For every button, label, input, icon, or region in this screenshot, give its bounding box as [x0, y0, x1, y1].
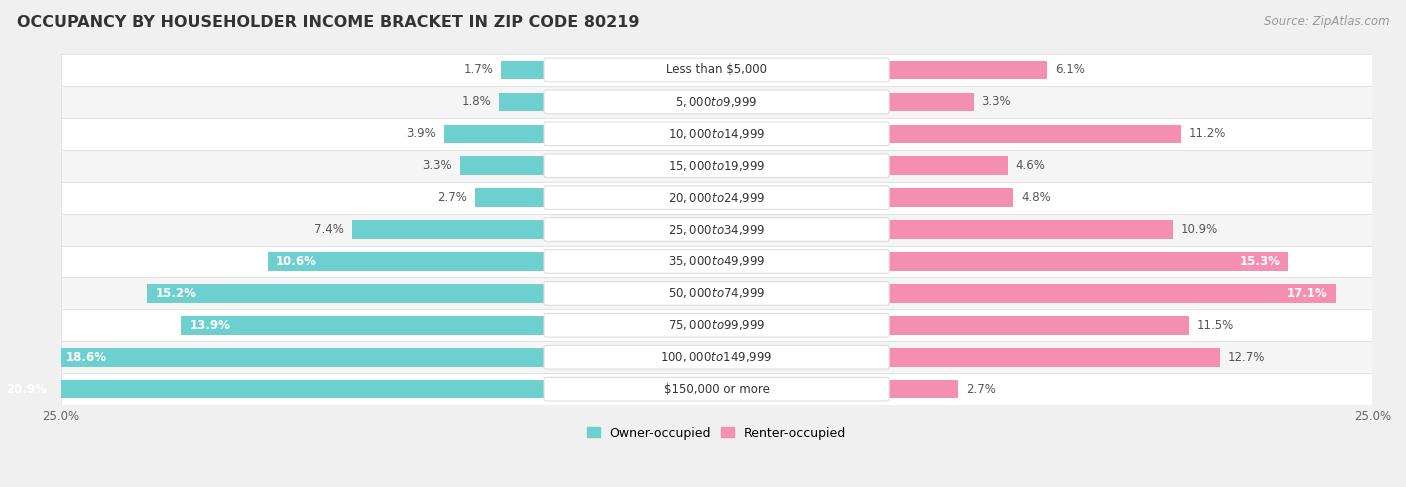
- Text: $75,000 to $99,999: $75,000 to $99,999: [668, 318, 765, 332]
- FancyBboxPatch shape: [60, 54, 1372, 86]
- Text: 15.2%: 15.2%: [155, 287, 195, 300]
- Bar: [181, 316, 546, 335]
- Text: Less than $5,000: Less than $5,000: [666, 63, 768, 76]
- Bar: [887, 93, 974, 111]
- FancyBboxPatch shape: [544, 58, 889, 82]
- FancyBboxPatch shape: [60, 341, 1372, 373]
- FancyBboxPatch shape: [60, 373, 1372, 405]
- Text: 4.8%: 4.8%: [1021, 191, 1050, 204]
- Text: $5,000 to $9,999: $5,000 to $9,999: [675, 95, 758, 109]
- Text: 4.6%: 4.6%: [1015, 159, 1046, 172]
- FancyBboxPatch shape: [60, 278, 1372, 309]
- Text: 7.4%: 7.4%: [314, 223, 344, 236]
- FancyBboxPatch shape: [544, 377, 889, 401]
- FancyBboxPatch shape: [60, 86, 1372, 118]
- Text: OCCUPANCY BY HOUSEHOLDER INCOME BRACKET IN ZIP CODE 80219: OCCUPANCY BY HOUSEHOLDER INCOME BRACKET …: [17, 15, 640, 30]
- Text: $35,000 to $49,999: $35,000 to $49,999: [668, 255, 765, 268]
- FancyBboxPatch shape: [60, 150, 1372, 182]
- Text: $10,000 to $14,999: $10,000 to $14,999: [668, 127, 765, 141]
- Bar: [887, 380, 957, 398]
- Text: 3.3%: 3.3%: [422, 159, 451, 172]
- Bar: [148, 284, 546, 302]
- Bar: [352, 220, 546, 239]
- FancyBboxPatch shape: [60, 214, 1372, 245]
- FancyBboxPatch shape: [544, 250, 889, 273]
- Bar: [887, 284, 1336, 302]
- Bar: [58, 348, 546, 367]
- Text: 6.1%: 6.1%: [1054, 63, 1085, 76]
- Legend: Owner-occupied, Renter-occupied: Owner-occupied, Renter-occupied: [582, 422, 851, 445]
- Text: 12.7%: 12.7%: [1229, 351, 1265, 364]
- Bar: [887, 316, 1189, 335]
- Text: 10.6%: 10.6%: [276, 255, 316, 268]
- Text: $100,000 to $149,999: $100,000 to $149,999: [661, 350, 773, 364]
- Bar: [887, 220, 1173, 239]
- FancyBboxPatch shape: [544, 186, 889, 209]
- Text: 1.7%: 1.7%: [464, 63, 494, 76]
- Bar: [460, 156, 546, 175]
- Bar: [887, 348, 1220, 367]
- Text: 3.9%: 3.9%: [406, 127, 436, 140]
- Text: $50,000 to $74,999: $50,000 to $74,999: [668, 286, 765, 300]
- FancyBboxPatch shape: [60, 309, 1372, 341]
- FancyBboxPatch shape: [60, 182, 1372, 214]
- Bar: [444, 125, 546, 143]
- Text: 11.5%: 11.5%: [1197, 319, 1234, 332]
- Bar: [499, 93, 546, 111]
- FancyBboxPatch shape: [60, 118, 1372, 150]
- Text: 13.9%: 13.9%: [190, 319, 231, 332]
- FancyBboxPatch shape: [544, 218, 889, 242]
- Bar: [269, 252, 546, 271]
- Bar: [502, 61, 546, 79]
- Text: $15,000 to $19,999: $15,000 to $19,999: [668, 159, 765, 173]
- Text: 2.7%: 2.7%: [437, 191, 467, 204]
- Bar: [887, 188, 1014, 207]
- Bar: [0, 380, 546, 398]
- Text: 11.2%: 11.2%: [1189, 127, 1226, 140]
- Text: 1.8%: 1.8%: [461, 95, 491, 108]
- Bar: [887, 252, 1288, 271]
- Text: 2.7%: 2.7%: [966, 383, 995, 396]
- Text: 20.9%: 20.9%: [6, 383, 46, 396]
- Text: 10.9%: 10.9%: [1181, 223, 1218, 236]
- FancyBboxPatch shape: [544, 90, 889, 113]
- FancyBboxPatch shape: [544, 281, 889, 305]
- Bar: [887, 125, 1181, 143]
- Text: $25,000 to $34,999: $25,000 to $34,999: [668, 223, 765, 237]
- Text: 17.1%: 17.1%: [1286, 287, 1327, 300]
- FancyBboxPatch shape: [544, 122, 889, 146]
- Text: Source: ZipAtlas.com: Source: ZipAtlas.com: [1264, 15, 1389, 28]
- Text: $20,000 to $24,999: $20,000 to $24,999: [668, 190, 765, 205]
- Text: 18.6%: 18.6%: [66, 351, 107, 364]
- Bar: [887, 156, 1008, 175]
- FancyBboxPatch shape: [60, 245, 1372, 278]
- FancyBboxPatch shape: [544, 345, 889, 369]
- FancyBboxPatch shape: [544, 314, 889, 337]
- FancyBboxPatch shape: [544, 154, 889, 178]
- Text: $150,000 or more: $150,000 or more: [664, 383, 769, 396]
- Text: 3.3%: 3.3%: [981, 95, 1011, 108]
- Bar: [887, 61, 1047, 79]
- Bar: [475, 188, 546, 207]
- Text: 15.3%: 15.3%: [1240, 255, 1281, 268]
